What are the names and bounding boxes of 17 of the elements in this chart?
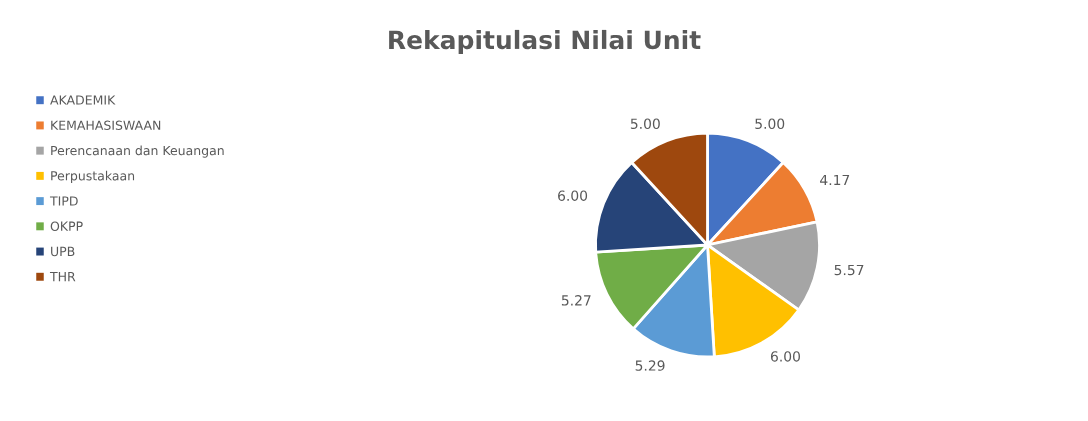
data-label: 6.00 (770, 351, 800, 362)
legend-label: Perpustakaan (51, 170, 135, 183)
data-label: 4.17 (820, 174, 850, 186)
legend-label: AKADEMIK (50, 95, 116, 105)
data-label: 6.00 (558, 190, 588, 201)
chart-title: Rekapitulasi Nilai Unit (389, 29, 701, 55)
legend-label: THR (49, 272, 76, 282)
data-label: 5.00 (755, 118, 785, 130)
data-label: 5.29 (635, 360, 665, 371)
legend-label: OKPP (50, 221, 83, 231)
legend-label: TIPD (49, 196, 78, 206)
data-label: 5.27 (561, 295, 591, 306)
data-label: 5.57 (834, 264, 864, 276)
data-label: 5.00 (630, 118, 660, 130)
legend-label: Perencanaan dan Keuangan (51, 145, 224, 158)
legend-label: KEMAHASISWAAN (51, 120, 161, 131)
legend-label: UPB (51, 246, 75, 257)
